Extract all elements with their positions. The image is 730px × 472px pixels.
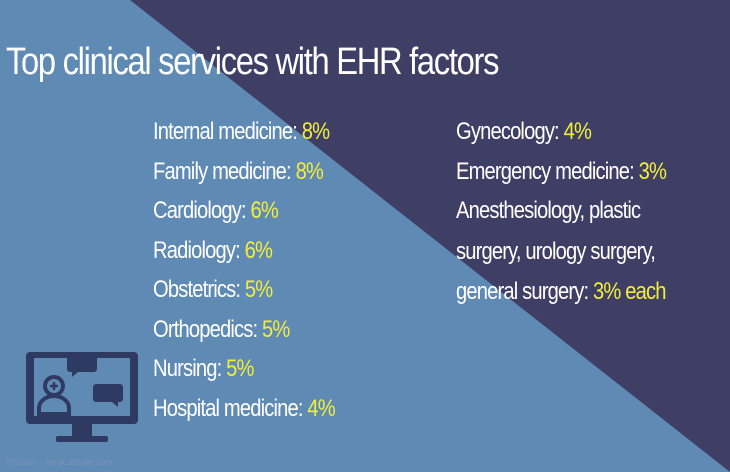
service-percent: 4% (563, 118, 592, 145)
service-percent: 6% (244, 236, 273, 264)
service-percent: 5% (226, 355, 254, 382)
service-label: Emergency medicine: (456, 157, 639, 185)
list-item: Internal medicine: 8% (153, 118, 335, 158)
combined-item-line: Anesthesiology, plastic (456, 197, 666, 238)
list-item: Orthopedics: 5% (153, 316, 335, 356)
service-label: Orthopedics: (153, 315, 262, 343)
service-label: Cardiology: (153, 197, 251, 224)
service-percent: 8% (295, 157, 324, 185)
list-item: Gynecology: 4% (456, 118, 666, 158)
combined-item-label: general surgery: (456, 278, 593, 305)
list-item: Family medicine: 8% (153, 158, 335, 198)
service-percent: 5% (244, 276, 273, 303)
list-item: Hospital medicine: 4% (153, 394, 336, 435)
list-item: Obstetrics: 5% (153, 276, 335, 316)
computer-monitor-telehealth-icon (26, 352, 138, 442)
list-item: Nursing: 5% (153, 355, 335, 395)
service-percent: 8% (301, 118, 330, 145)
service-percent: 3% (638, 157, 667, 185)
service-percent: 4% (307, 394, 335, 422)
service-label: Gynecology: (456, 118, 564, 145)
service-label: Internal medicine: (153, 118, 302, 145)
combined-item-text: surgery, urology surgery, (456, 237, 656, 265)
service-label: Obstetrics: (153, 276, 245, 303)
page-title: Top clinical services with EHR factors (6, 41, 499, 83)
left-service-list: Internal medicine: 8% Family medicine: 8… (153, 118, 369, 434)
combined-item-line: surgery, urology surgery, (456, 238, 666, 279)
service-label: Nursing: (153, 355, 227, 382)
service-label: Hospital medicine: (153, 394, 308, 422)
list-item: Emergency medicine: 3% (456, 157, 667, 198)
photo-credit: ©sizsus - stock.adobe.com (5, 457, 113, 467)
combined-item-text: Anesthesiology, plastic (456, 197, 641, 224)
combined-item-line: general surgery: 3% each (456, 278, 666, 319)
right-service-list: Gynecology: 4% Emergency medicine: 3% An… (456, 118, 706, 319)
list-item: Radiology: 6% (153, 237, 335, 277)
combined-item-percent: 3% each (592, 278, 666, 305)
service-percent: 5% (261, 315, 290, 343)
list-item: Cardiology: 6% (153, 197, 335, 237)
service-percent: 6% (250, 197, 278, 224)
service-label: Radiology: (153, 236, 245, 264)
service-label: Family medicine: (153, 157, 296, 185)
